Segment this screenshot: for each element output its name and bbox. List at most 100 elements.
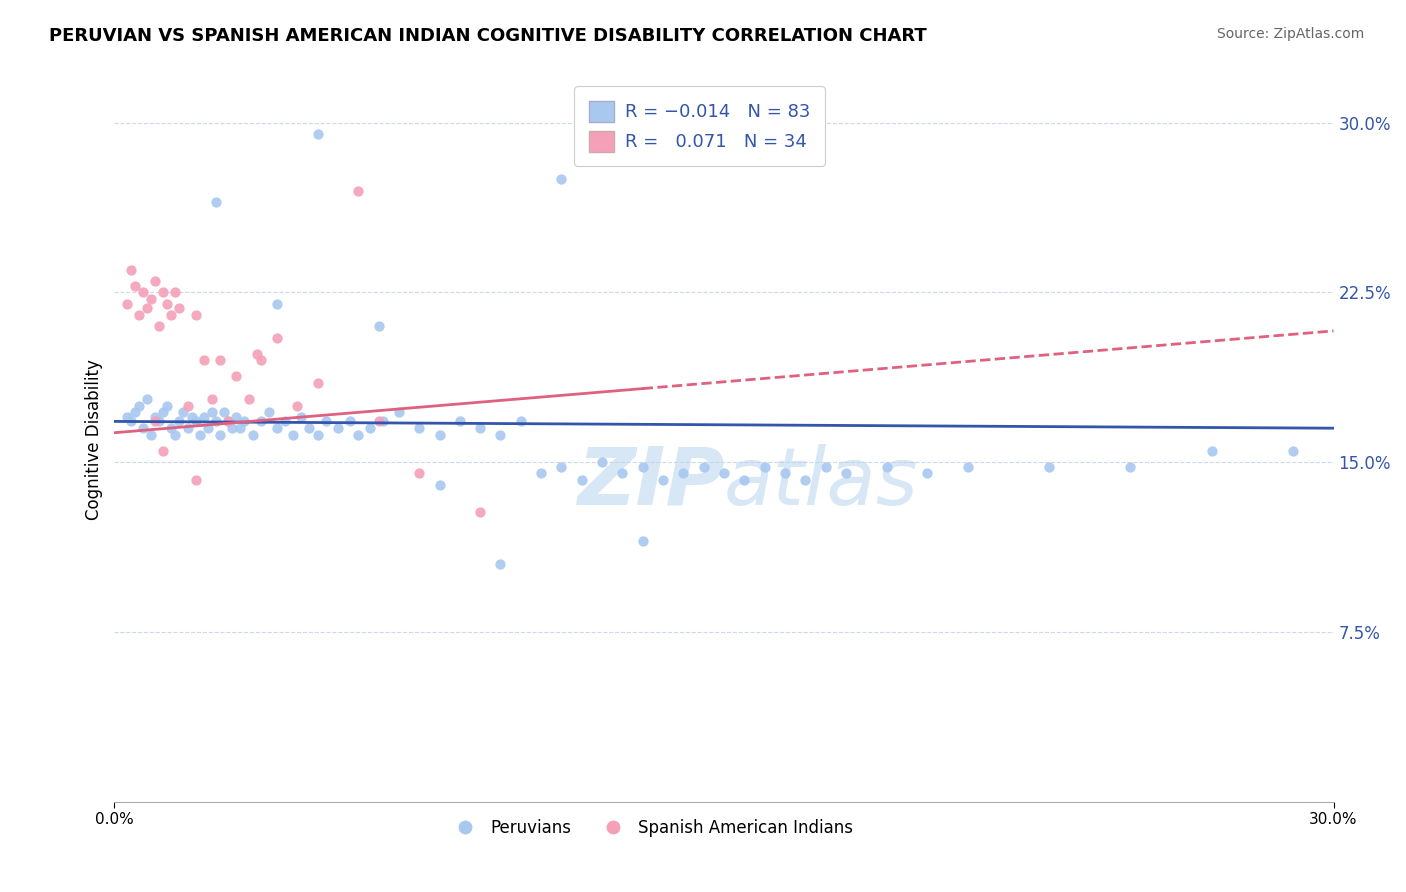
Point: [489, 428, 512, 442]
Point: [956, 459, 979, 474]
Point: [692, 459, 714, 474]
Point: [290, 409, 312, 424]
Point: [152, 443, 174, 458]
Point: [631, 534, 654, 549]
Point: [184, 414, 207, 428]
Point: [408, 421, 430, 435]
Point: [205, 194, 228, 209]
Point: [197, 421, 219, 435]
Point: [794, 473, 817, 487]
Point: [148, 319, 170, 334]
Point: [246, 346, 269, 360]
Point: [242, 428, 264, 442]
Text: atlas: atlas: [724, 444, 918, 522]
Text: PERUVIAN VS SPANISH AMERICAN INDIAN COGNITIVE DISABILITY CORRELATION CHART: PERUVIAN VS SPANISH AMERICAN INDIAN COGN…: [49, 27, 927, 45]
Point: [193, 353, 215, 368]
Point: [591, 455, 613, 469]
Point: [184, 308, 207, 322]
Point: [184, 473, 207, 487]
Point: [152, 405, 174, 419]
Point: [530, 467, 553, 481]
Point: [176, 421, 198, 435]
Point: [115, 297, 138, 311]
Point: [814, 459, 837, 474]
Point: [468, 421, 491, 435]
Point: [754, 459, 776, 474]
Point: [773, 467, 796, 481]
Legend: Peruvians, Spanish American Indians: Peruvians, Spanish American Indians: [441, 813, 859, 844]
Point: [371, 414, 394, 428]
Point: [367, 319, 389, 334]
Point: [612, 467, 634, 481]
Point: [257, 405, 280, 419]
Point: [120, 262, 142, 277]
Point: [713, 467, 735, 481]
Point: [135, 392, 157, 406]
Point: [201, 392, 224, 406]
Point: [359, 421, 381, 435]
Y-axis label: Cognitive Disability: Cognitive Disability: [86, 359, 103, 520]
Point: [180, 409, 202, 424]
Point: [132, 285, 155, 300]
Point: [225, 409, 247, 424]
Point: [205, 414, 228, 428]
Text: Source: ZipAtlas.com: Source: ZipAtlas.com: [1216, 27, 1364, 41]
Point: [209, 428, 232, 442]
Point: [449, 414, 471, 428]
Point: [160, 421, 183, 435]
Point: [233, 414, 256, 428]
Point: [128, 399, 150, 413]
Point: [221, 421, 243, 435]
Point: [367, 414, 389, 428]
Point: [571, 473, 593, 487]
Point: [388, 405, 411, 419]
Point: [876, 459, 898, 474]
Point: [139, 428, 162, 442]
Point: [298, 421, 321, 435]
Point: [249, 353, 271, 368]
Point: [835, 467, 858, 481]
Point: [176, 399, 198, 413]
Point: [160, 308, 183, 322]
Point: [156, 399, 179, 413]
Point: [148, 414, 170, 428]
Point: [489, 557, 512, 571]
Point: [217, 414, 239, 428]
Point: [307, 127, 329, 141]
Point: [132, 421, 155, 435]
Point: [120, 414, 142, 428]
Point: [115, 409, 138, 424]
Point: [249, 414, 271, 428]
Point: [229, 421, 252, 435]
Point: [1038, 459, 1060, 474]
Point: [915, 467, 938, 481]
Point: [429, 477, 451, 491]
Point: [128, 308, 150, 322]
Point: [266, 331, 288, 345]
Point: [307, 376, 329, 390]
Point: [1119, 459, 1142, 474]
Point: [165, 428, 187, 442]
Point: [631, 459, 654, 474]
Point: [165, 285, 187, 300]
Point: [139, 292, 162, 306]
Point: [326, 421, 349, 435]
Point: [169, 301, 191, 316]
Point: [347, 428, 370, 442]
Point: [672, 467, 695, 481]
Point: [124, 278, 146, 293]
Point: [274, 414, 297, 428]
Point: [169, 414, 191, 428]
Point: [733, 473, 755, 487]
Point: [347, 184, 370, 198]
Point: [135, 301, 157, 316]
Point: [201, 405, 224, 419]
Point: [143, 409, 166, 424]
Text: ZIP: ZIP: [576, 444, 724, 522]
Point: [509, 414, 531, 428]
Point: [188, 428, 211, 442]
Point: [238, 392, 260, 406]
Point: [1282, 443, 1305, 458]
Point: [468, 505, 491, 519]
Point: [429, 428, 451, 442]
